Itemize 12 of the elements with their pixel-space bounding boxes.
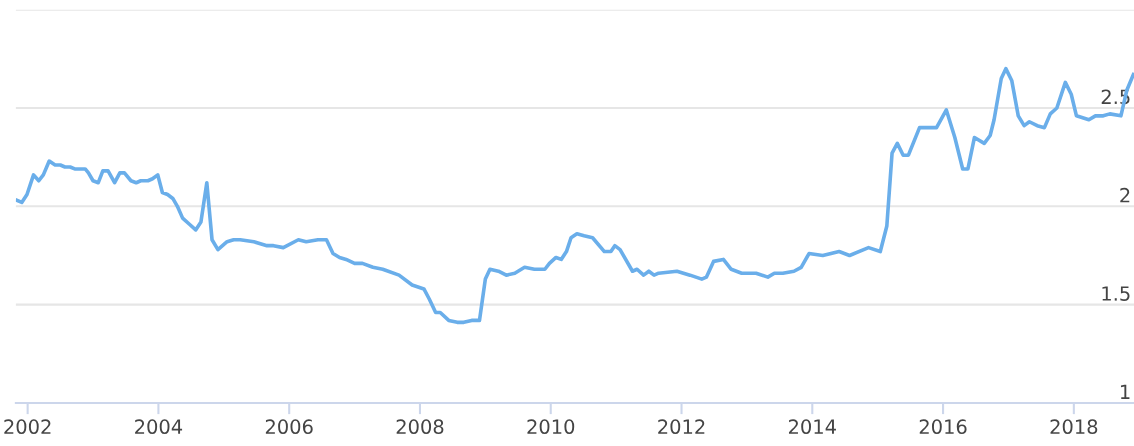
x-tick-label: 2010 (527, 419, 575, 435)
x-tick-label: 2016 (919, 419, 967, 435)
x-tick-label: 2004 (135, 419, 183, 435)
y-tick-label: 1 (1120, 384, 1130, 399)
x-tick-label: 2006 (265, 419, 313, 435)
x-tick-label: 2014 (788, 419, 836, 435)
x-tick-label: 2018 (1050, 419, 1098, 435)
x-tick-label: 2002 (4, 419, 51, 435)
x-tick-label: 2008 (396, 419, 444, 435)
y-tick-label: 2 (1120, 187, 1130, 203)
y-tick-label: 1.5 (1102, 286, 1130, 301)
x-tick-label: 2012 (658, 419, 705, 435)
